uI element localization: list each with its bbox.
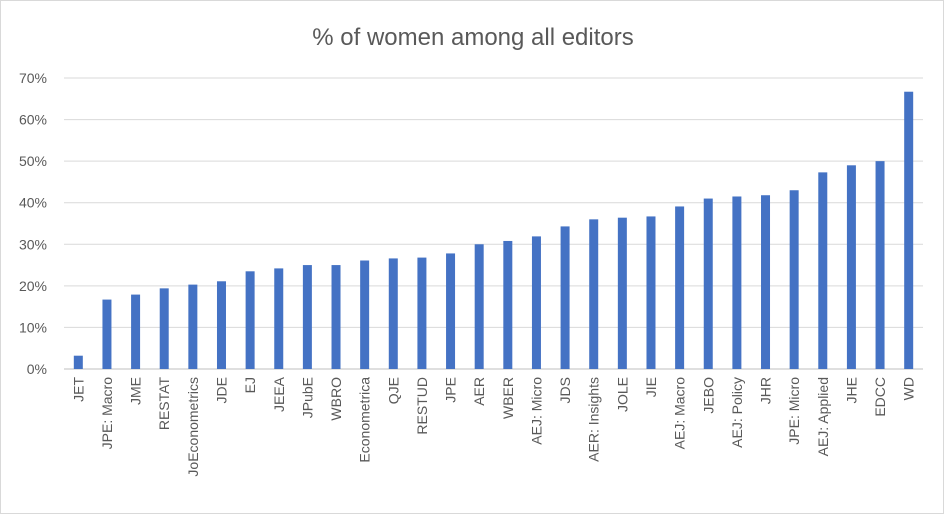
- y-tick-label: 10%: [19, 319, 47, 335]
- x-tick-label: AEJ: Macro: [672, 377, 688, 450]
- bar: [789, 190, 799, 369]
- bar: [245, 271, 255, 369]
- x-tick-label: AEJ: Policy: [729, 377, 745, 448]
- bar: [360, 260, 370, 369]
- x-tick-label: JIE: [643, 377, 659, 397]
- bar: [761, 195, 771, 369]
- bar: [589, 219, 599, 369]
- x-tick-label: JPubE: [299, 377, 315, 418]
- bar: [675, 206, 685, 369]
- y-tick-label: 0%: [27, 361, 47, 377]
- chart-title: % of women among all editors: [312, 24, 634, 51]
- x-tick-label: JPE: Micro: [786, 377, 802, 445]
- y-tick-label: 60%: [19, 112, 47, 128]
- x-tick-label: JDS: [557, 377, 573, 403]
- y-tick-label: 20%: [19, 278, 47, 294]
- x-tick-label: JOLE: [614, 377, 630, 412]
- x-tick-label: JEEA: [271, 376, 287, 412]
- bar: [474, 244, 484, 369]
- x-tick-label: JET: [70, 377, 86, 402]
- x-tick-label: QJE: [385, 377, 401, 404]
- y-axis: 0% 10% 20% 30% 40% 50% 60% 70%: [19, 70, 47, 377]
- bar: [560, 226, 570, 369]
- x-tick-label: JHE: [843, 377, 859, 403]
- x-tick-label: WD: [901, 377, 917, 400]
- bar: [703, 198, 713, 369]
- bar: [446, 253, 456, 369]
- bar: [646, 216, 656, 369]
- x-tick-label: EDCC: [872, 377, 888, 417]
- x-tick-label: AEJ: Applied: [815, 377, 831, 456]
- bar: [531, 236, 541, 369]
- bar: [102, 299, 112, 369]
- bar: [732, 196, 742, 369]
- y-tick-label: 50%: [19, 153, 47, 169]
- bar: [846, 165, 856, 369]
- x-tick-label: JoEconometrics: [185, 377, 201, 477]
- bar: [617, 217, 627, 369]
- bar: [417, 257, 427, 369]
- x-tick-label: WBRO: [328, 377, 344, 421]
- bar: [875, 161, 885, 369]
- bar: [159, 288, 169, 369]
- bar: [904, 91, 914, 370]
- bar: [274, 268, 284, 369]
- bar: [188, 284, 198, 369]
- x-tick-label: JDE: [213, 377, 229, 403]
- bar: [818, 172, 828, 369]
- x-tick-label: RESTAT: [156, 377, 172, 431]
- x-tick-label: RESTUD: [414, 377, 430, 435]
- y-tick-label: 40%: [19, 195, 47, 211]
- x-tick-label: JHR: [758, 377, 774, 404]
- bars: [73, 91, 914, 370]
- bar: [216, 281, 226, 369]
- gridlines: [64, 77, 923, 370]
- x-tick-label: JPE: Macro: [99, 377, 115, 450]
- bar: [503, 240, 513, 369]
- bar: [73, 355, 83, 369]
- x-tick-label: WBER: [500, 377, 516, 419]
- x-tick-label: AEJ: Micro: [528, 377, 544, 445]
- x-tick-label: JPE: [443, 377, 459, 403]
- x-tick-label: JME: [128, 377, 144, 405]
- bar: [331, 265, 341, 369]
- x-axis: JET JPE: Macro JME RESTAT JoEconometrics JDE E…: [70, 376, 916, 476]
- x-tick-label: EJ: [242, 377, 258, 393]
- x-tick-label: JEBO: [700, 377, 716, 414]
- x-tick-label: Econometrica: [357, 377, 373, 463]
- y-tick-label: 70%: [19, 70, 47, 86]
- bar: [131, 294, 141, 369]
- x-tick-label: AER: Insights: [586, 377, 602, 462]
- bar: [302, 265, 312, 369]
- x-tick-label: AER: [471, 377, 487, 406]
- bar: [388, 258, 398, 369]
- y-tick-label: 30%: [19, 236, 47, 252]
